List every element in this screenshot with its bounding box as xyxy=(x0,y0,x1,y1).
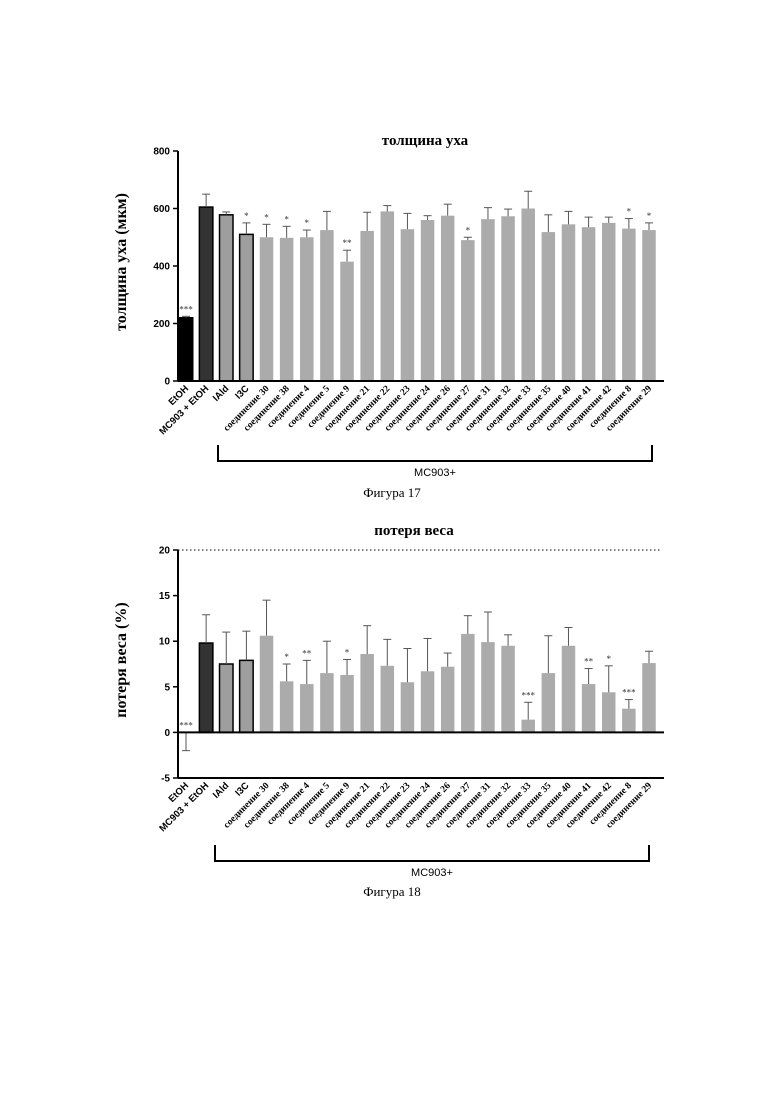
bar xyxy=(240,660,254,732)
significance-label: * xyxy=(244,211,249,221)
bar xyxy=(320,230,334,381)
bar xyxy=(562,224,576,381)
group-label: MC903+ xyxy=(411,867,453,879)
bar xyxy=(602,692,616,732)
significance-label: ** xyxy=(343,238,353,248)
significance-label: *** xyxy=(521,690,535,700)
group-bracket xyxy=(218,445,652,461)
figure-caption: Фигура 18 xyxy=(363,884,421,899)
bar xyxy=(360,654,374,732)
bar xyxy=(260,237,274,381)
y-tick-label: 20 xyxy=(159,546,171,557)
bar xyxy=(481,642,495,732)
chart-2: потеря весапотеря веса (%)-505101520***E… xyxy=(113,523,664,899)
bar xyxy=(501,216,514,381)
significance-label: * xyxy=(284,214,289,224)
bar xyxy=(441,667,455,733)
significance-label: *** xyxy=(622,688,636,698)
y-tick-label: -5 xyxy=(161,774,170,785)
bar xyxy=(340,675,354,732)
chart-title: толщина уха xyxy=(382,133,469,149)
significance-label: * xyxy=(284,652,289,662)
bar xyxy=(260,636,274,733)
bar xyxy=(421,220,435,381)
bar xyxy=(461,240,475,381)
y-tick-label: 10 xyxy=(159,637,171,648)
bar xyxy=(360,231,374,381)
bar xyxy=(642,230,656,381)
group-label: MC903+ xyxy=(414,467,456,479)
x-tick-label: IAld xyxy=(211,383,232,404)
bar xyxy=(340,262,354,381)
bar xyxy=(320,673,334,732)
significance-label: * xyxy=(466,225,471,235)
figure-caption: Фигура 17 xyxy=(363,485,421,500)
bar xyxy=(381,666,395,733)
bar xyxy=(300,684,314,732)
significance-label: * xyxy=(345,647,350,657)
bar xyxy=(199,207,213,381)
significance-label: * xyxy=(264,212,269,222)
significance-label: ** xyxy=(584,657,594,667)
bar xyxy=(179,318,193,381)
bar xyxy=(521,209,535,382)
y-tick-label: 600 xyxy=(153,204,170,215)
chart-title: потеря веса xyxy=(374,523,454,539)
bar xyxy=(381,211,395,381)
significance-label: * xyxy=(305,218,310,228)
y-tick-label: 200 xyxy=(153,319,170,330)
y-tick-label: 800 xyxy=(153,147,170,158)
bar xyxy=(401,682,415,732)
bar xyxy=(220,664,234,732)
significance-label: *** xyxy=(179,304,193,314)
y-tick-label: 0 xyxy=(164,377,170,388)
bar xyxy=(199,643,213,732)
bar xyxy=(441,216,455,381)
significance-label: * xyxy=(606,654,611,664)
significance-label: * xyxy=(647,211,652,221)
bar xyxy=(582,684,596,732)
y-tick-label: 0 xyxy=(164,728,170,739)
bar xyxy=(602,223,616,381)
bar xyxy=(300,237,314,381)
bar xyxy=(421,671,435,732)
bar xyxy=(481,219,495,381)
chart-1: толщина уха толщина уха (мкм) 0 200 400 600 80… xyxy=(113,133,664,500)
significance-label: * xyxy=(627,207,632,217)
y-axis-label: потеря веса (%) xyxy=(113,602,130,717)
bar xyxy=(622,709,636,733)
y-axis-label: толщина уха (мкм) xyxy=(113,193,130,331)
bar xyxy=(401,229,415,381)
bar xyxy=(582,227,596,381)
significance-label: *** xyxy=(179,720,193,730)
y-tick-label: 15 xyxy=(159,591,171,602)
group-bracket xyxy=(215,845,649,861)
bar xyxy=(220,215,234,381)
x-tick-label: IAld xyxy=(211,780,232,801)
bar xyxy=(280,681,294,732)
bar xyxy=(622,229,636,381)
bar xyxy=(501,646,514,733)
bar xyxy=(280,238,294,381)
bar xyxy=(542,673,556,732)
bar xyxy=(642,663,656,732)
significance-label: ** xyxy=(302,648,312,658)
bar xyxy=(542,232,556,381)
bar xyxy=(461,634,475,732)
y-tick-label: 400 xyxy=(153,262,170,273)
bar xyxy=(521,720,535,733)
bar xyxy=(562,646,576,733)
y-tick-label: 5 xyxy=(164,682,170,693)
bar xyxy=(240,234,254,381)
